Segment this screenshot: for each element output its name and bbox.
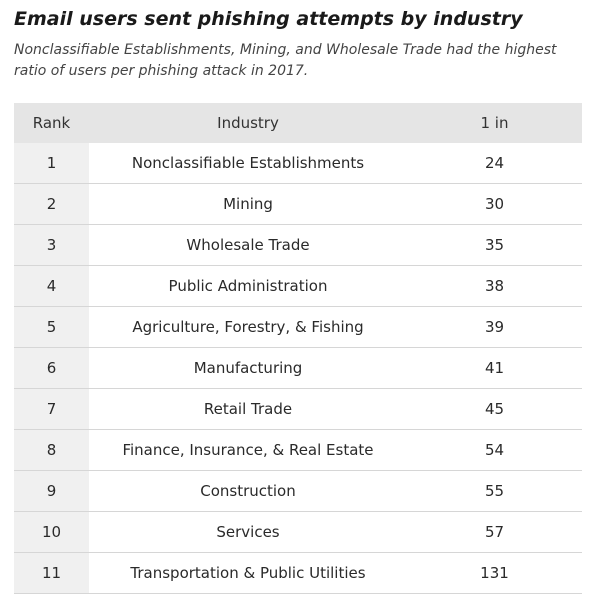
rank-cell: 5 [14,307,89,347]
value-cell: 30 [484,195,505,213]
column-header-rank: Rank [32,114,71,132]
industry-cell: Agriculture, Forestry, & Fishing [132,318,364,336]
industry-cell: Retail Trade [203,400,293,418]
value-cell: 24 [484,154,505,172]
data-table: Rank Industry 1 in 1 Nonclassifiable Esta… [14,103,582,594]
table-row: 2 Mining 30 [14,184,582,225]
table-row: 9 Construction 55 [14,471,582,512]
value-cell: 41 [484,359,505,377]
table-row: 5 Agriculture, Forestry, & Fishing 39 [14,307,582,348]
rank-cell: 11 [14,553,89,593]
industry-cell: Nonclassifiable Establishments [131,154,365,172]
chart-title: Email users sent phishing attempts by in… [14,8,523,30]
column-header-value: 1 in [480,114,509,132]
table-row: 8 Finance, Insurance, & Real Estate 54 [14,430,582,471]
industry-cell: Construction [200,482,296,500]
rank-cell: 3 [14,225,89,265]
value-cell: 38 [484,277,505,295]
value-cell: 35 [484,236,505,254]
value-cell: 131 [480,564,509,582]
rank-cell: 7 [14,389,89,429]
table-row: 10 Services 57 [14,512,582,553]
rank-cell: 10 [14,512,89,552]
chart-subtitle: Nonclassifiable Establishments, Mining, … [14,42,557,79]
rank-cell: 2 [14,184,89,224]
industry-cell: Services [216,523,280,541]
value-cell: 45 [484,400,505,418]
value-cell: 39 [484,318,505,336]
rank-cell: 8 [14,430,89,470]
table-row: 3 Wholesale Trade 35 [14,225,582,266]
industry-cell: Mining [223,195,273,213]
table-row: 11 Transportation & Public Utilities 131 [14,553,582,594]
rank-cell: 4 [14,266,89,306]
industry-cell: Manufacturing [193,359,303,377]
rank-cell: 6 [14,348,89,388]
value-cell: 54 [484,441,505,459]
table-header-row: Rank Industry 1 in [14,103,582,143]
table-row: 4 Public Administration 38 [14,266,582,307]
industry-cell: Transportation & Public Utilities [130,564,366,582]
industry-cell: Public Administration [168,277,328,295]
rank-cell: 9 [14,471,89,511]
industry-cell: Finance, Insurance, & Real Estate [122,441,374,459]
rank-cell: 1 [14,143,89,183]
table-row: 1 Nonclassifiable Establishments 24 [14,143,582,184]
table-body: 1 Nonclassifiable Establishments 24 2 Mining… [14,143,582,594]
table-row: 6 Manufacturing 41 [14,348,582,389]
column-header-industry: Industry [217,114,279,132]
value-cell: 55 [484,482,505,500]
industry-cell: Wholesale Trade [186,236,310,254]
value-cell: 57 [484,523,505,541]
table-row: 7 Retail Trade 45 [14,389,582,430]
